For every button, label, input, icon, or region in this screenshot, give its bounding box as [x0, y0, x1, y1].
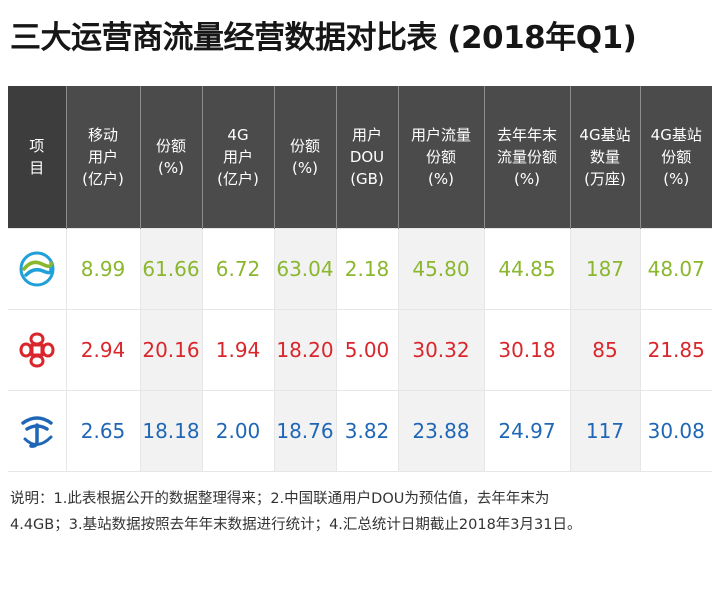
- column-header: 移动用户 (亿户): [65, 86, 140, 229]
- column-header-line: (万座): [584, 170, 626, 188]
- operator-logo-cell: [8, 390, 66, 472]
- table-cell-value: 2.00: [201, 390, 274, 472]
- table-cell-value: 20.16: [139, 309, 202, 391]
- table-cell-value: 18.18: [139, 390, 202, 472]
- china-mobile-logo: [19, 251, 55, 287]
- column-header: 4G基站数量 (万座): [569, 86, 640, 229]
- column-header-line: 用户: [222, 148, 253, 166]
- table-cell-value: 18.76: [273, 390, 336, 472]
- column-header-line: 用户: [351, 126, 382, 144]
- table-cell-value: 30.08: [639, 390, 712, 472]
- column-header: 份额 (%): [273, 86, 336, 229]
- column-header: 4G 用户 (亿户): [201, 86, 274, 229]
- table-header-row: 项目移动 用户 (亿户) 份额 (%) 4G 用户 (亿户) 份额 (%) 用户 DOU (GB) 用户流…: [8, 86, 712, 229]
- column-header: 4G基站份额 (%): [639, 86, 712, 229]
- china-unicom-logo: [19, 332, 55, 368]
- column-header-line: 移动: [87, 126, 118, 144]
- page-title: 三大运营商流量经营数据对比表 (2018年Q1): [10, 20, 637, 56]
- operator-logo-cell: [8, 228, 66, 310]
- column-header-line: 份额: [661, 148, 692, 166]
- column-header-line: 数量: [589, 148, 620, 166]
- table-cell-value: 18.20: [273, 309, 336, 391]
- table-cell-value: 2.65: [65, 390, 140, 472]
- column-header-line: 份额: [155, 137, 186, 155]
- column-header-line: (%): [514, 170, 540, 188]
- column-header-line: 4G: [227, 126, 249, 144]
- table-cell-value: 30.18: [483, 309, 570, 391]
- column-header-line: (%): [428, 170, 454, 188]
- operator-data-table: 项目移动 用户 (亿户) 份额 (%) 4G 用户 (亿户) 份额 (%) 用户 DOU (GB) 用户流…: [8, 86, 712, 472]
- column-header-line: (%): [158, 159, 184, 177]
- table-row: 8.99 61.66 6.72 63.04 2.18 45.80 44.85 187 48.07: [8, 228, 712, 310]
- column-header-line: 4G基站: [650, 126, 702, 144]
- table-cell-value: 2.18: [335, 228, 398, 310]
- column-header: 用户流量份额 (%): [397, 86, 484, 229]
- column-header-line: 用户: [87, 148, 118, 166]
- table-cell-value: 61.66: [139, 228, 202, 310]
- table-cell-value: 85: [569, 309, 640, 391]
- table-cell-value: 45.80: [397, 228, 484, 310]
- table-cell-value: 5.00: [335, 309, 398, 391]
- column-header: 去年年末流量份额 (%): [483, 86, 570, 229]
- column-header-line: (GB): [350, 170, 384, 188]
- column-header-line: DOU: [349, 148, 385, 166]
- column-header: 项目: [8, 86, 66, 229]
- column-header-line: (亿户): [217, 170, 259, 188]
- table-cell-value: 30.32: [397, 309, 484, 391]
- table-cell-value: 8.99: [65, 228, 140, 310]
- column-header: 份额 (%): [139, 86, 202, 229]
- column-header-line: (%): [663, 170, 690, 188]
- column-header-line: 份额: [425, 148, 456, 166]
- table-row: 2.65 18.18 2.00 18.76 3.82 23.88 24.97 117 30.08: [8, 390, 712, 472]
- column-header-line: 去年年末: [496, 126, 557, 144]
- table-cell-value: 48.07: [639, 228, 712, 310]
- column-header-line: 份额: [289, 137, 320, 155]
- table-row: 2.94 20.16 1.94 18.20 5.00 30.32 30.18 85 21.85: [8, 309, 712, 391]
- footnote-line-2: 4.4GB；3.基站数据按照去年年末数据进行统计；4.汇总统计日期截止2018年…: [10, 517, 582, 533]
- column-header-line: 4G基站: [579, 126, 631, 144]
- footnote: 说明：1.此表根据公开的数据整理得来；2.中国联通用户DOU为预估值，去年年末为…: [10, 486, 712, 538]
- table-cell-value: 3.82: [335, 390, 398, 472]
- column-header-line: 流量份额: [496, 148, 557, 166]
- column-header-line: 目: [29, 159, 45, 177]
- column-header-line: (%): [292, 159, 318, 177]
- column-header: 用户 DOU (GB): [335, 86, 398, 229]
- table-cell-value: 24.97: [483, 390, 570, 472]
- table-cell-value: 63.04: [273, 228, 336, 310]
- table-cell-value: 6.72: [201, 228, 274, 310]
- column-header-line: (亿户): [82, 170, 124, 188]
- china-telecom-logo: [21, 416, 53, 448]
- table-cell-value: 1.94: [201, 309, 274, 391]
- column-header-line: 用户流量: [410, 126, 471, 144]
- operator-logo-cell: [8, 309, 66, 391]
- table-cell-value: 21.85: [639, 309, 712, 391]
- table-cell-value: 2.94: [65, 309, 140, 391]
- table-cell-value: 44.85: [483, 228, 570, 310]
- table-cell-value: 187: [569, 228, 640, 310]
- footnote-line-1: 说明：1.此表根据公开的数据整理得来；2.中国联通用户DOU为预估值，去年年末为: [10, 491, 550, 507]
- table-cell-value: 117: [569, 390, 640, 472]
- table-cell-value: 23.88: [397, 390, 484, 472]
- column-header-line: 项: [29, 137, 45, 155]
